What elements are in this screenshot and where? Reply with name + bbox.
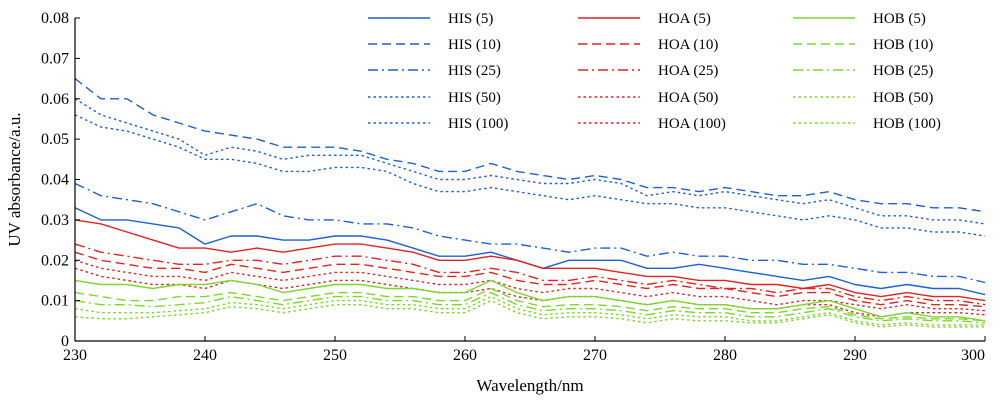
y-axis-title: UV absorbance/a.u. [5,112,24,246]
series-line-hob-50 [74,295,985,326]
series-line-hob-100 [74,299,985,328]
series-line-hoa-5 [74,219,986,302]
legend-label: HOB (5) [873,11,926,27]
series-line-hob-25 [74,291,986,324]
series-layer [74,78,986,328]
legend-label: HOA (10) [658,37,718,53]
x-tick-label: 300 [961,347,985,364]
series-line-hoa-50 [74,259,986,312]
series-line-his-100 [74,114,986,237]
series-line-hoa-25 [74,243,986,306]
legend-label: HOB (100) [873,116,941,132]
y-tick-label: 0 [61,333,69,350]
series-line-his-10 [74,78,986,213]
x-tick-label: 240 [193,347,217,364]
y-tick-label: 0.01 [41,293,69,310]
legend: HIS (5) HIS (10) HIS (25) HIS (50) HIS (100)… [368,11,941,132]
x-tick-label: 250 [323,347,347,364]
legend-label: HOB (50) [873,90,933,106]
y-tick-label: 0.06 [41,91,69,108]
legend-label: HOB (25) [873,63,933,79]
series-line-his-25 [74,182,986,284]
series-line-his-5 [74,207,986,296]
legend-label: HIS (10) [448,37,501,53]
series-line-hoa-100 [74,267,986,318]
series-line-hoa-10 [74,251,986,308]
axes-layer [74,18,985,342]
series-line-hob-10 [74,287,986,322]
y-tick-label: 0.03 [41,212,69,229]
y-tick-label: 0.08 [41,10,69,27]
y-tick-label: 0.07 [41,50,69,67]
series-line-hob-5 [74,279,986,322]
series-line-his-50 [74,98,986,225]
legend-label: HOA (5) [658,11,711,27]
x-tick-label: 290 [843,347,867,364]
legend-label: HIS (50) [448,90,501,106]
legend-label: HOA (25) [658,63,718,79]
legend-label: HOA (50) [658,90,718,106]
legend-label: HIS (100) [448,116,508,132]
ticks-layer: 0 0.01 0.02 0.03 0.04 0.05 0.06 0.07 0.08 230 240 2… [41,10,986,364]
x-tick-label: 260 [453,347,477,364]
legend-label: HIS (25) [448,63,501,79]
x-tick-label: 280 [713,347,737,364]
legend-label: HOB (10) [873,37,933,53]
x-tick-label: 270 [583,347,607,364]
y-tick-label: 0.04 [41,172,69,189]
y-tick-label: 0.02 [41,252,69,269]
x-axis-title: Wavelength/nm [476,376,583,395]
x-tick-label: 230 [63,347,87,364]
legend-label: HOA (100) [658,116,726,132]
y-tick-label: 0.05 [41,131,69,148]
legend-label: HIS (5) [448,11,493,27]
